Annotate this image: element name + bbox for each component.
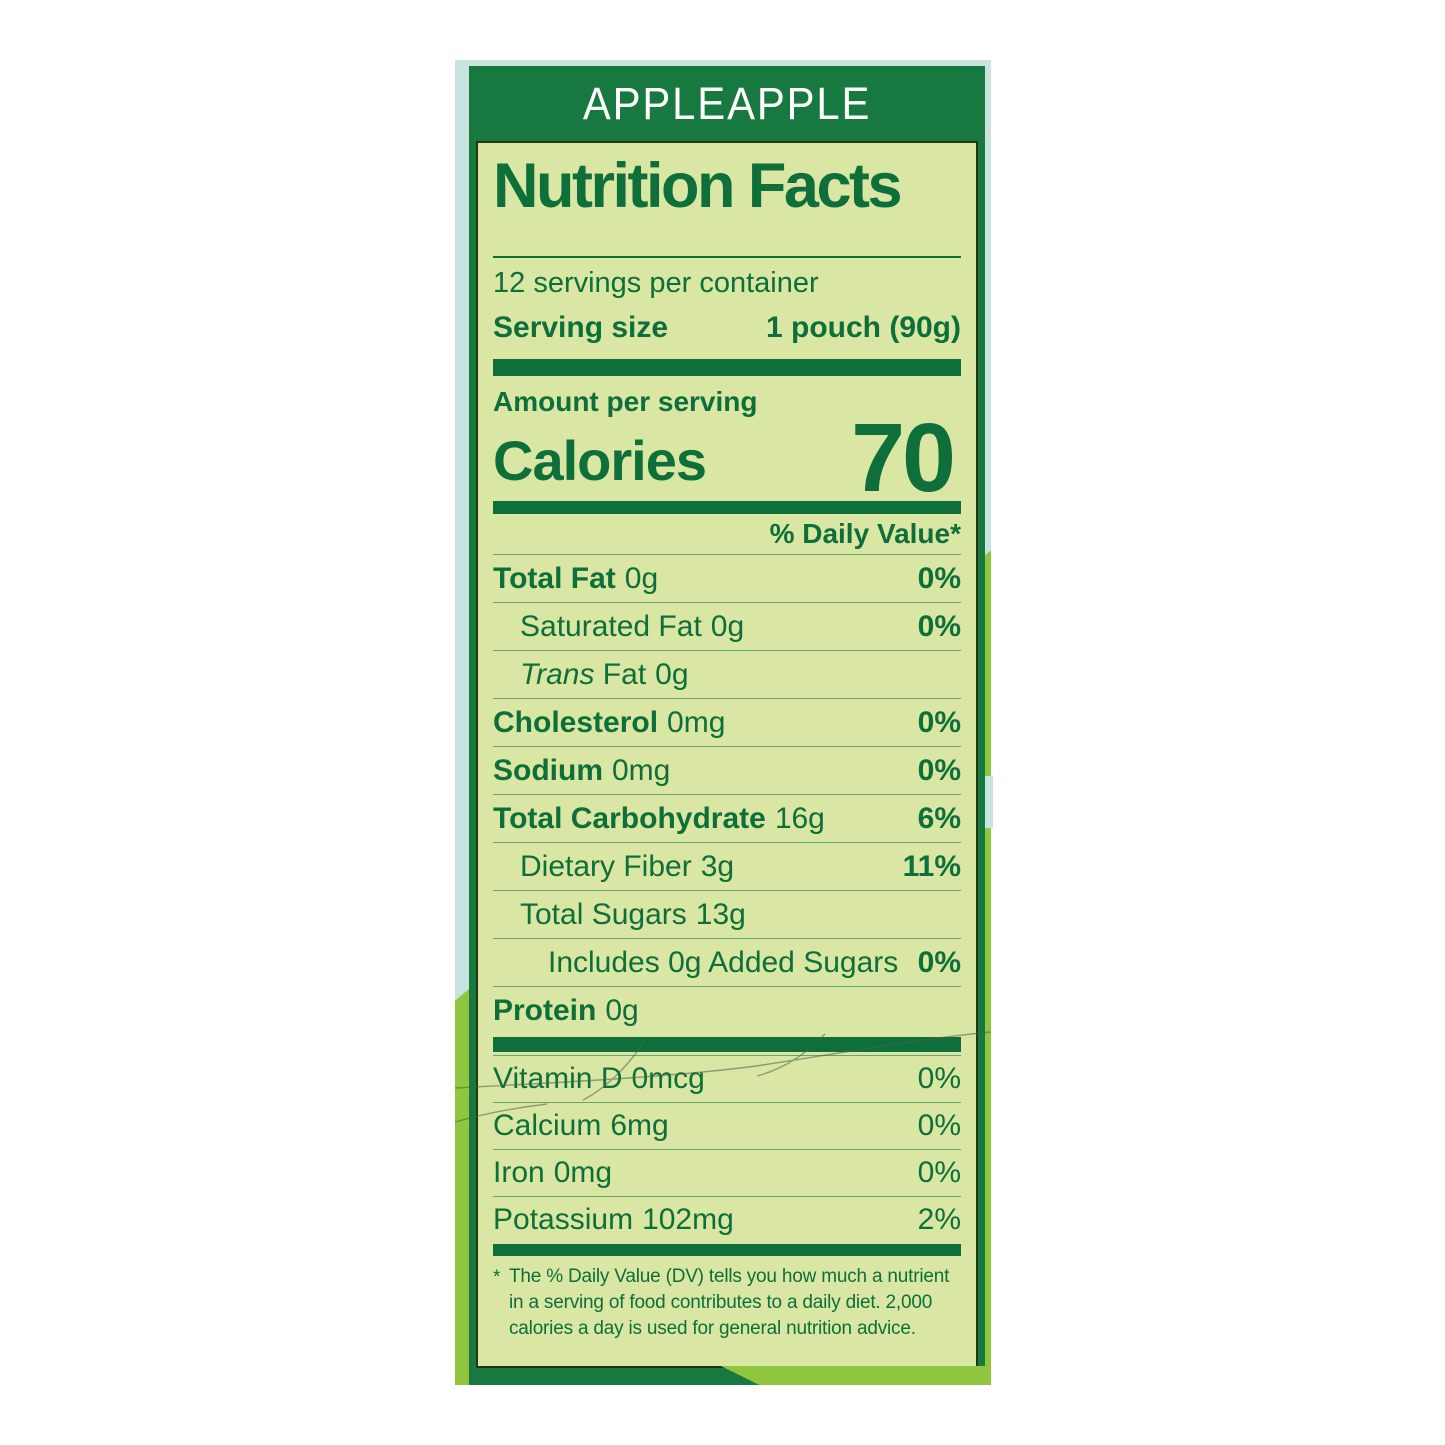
nutrient-name: Total Fat 0g [493, 561, 659, 595]
nutrient-daily-value: 0% [917, 945, 961, 979]
package-background: APPLEAPPLE Nutrition Facts 12 servings p… [455, 60, 993, 1385]
nutrient-daily-value: 0% [917, 753, 961, 787]
daily-value-footnote: * The % Daily Value (DV) tells you how m… [493, 1264, 961, 1342]
flavor-title: APPLEAPPLE [582, 77, 872, 129]
nutrient-row: Saturated Fat 0g 0% [493, 602, 961, 650]
micronutrient-row: Calcium 6mg 0% [493, 1102, 961, 1149]
nutrient-row: Cholesterol 0mg 0% [493, 698, 961, 746]
separator-bar-micronutrients [493, 1037, 961, 1052]
separator-bar-calories [493, 501, 961, 514]
serving-size-row: Serving size 1 pouch (90g) [493, 305, 961, 351]
separator-bar-footnote [493, 1244, 961, 1256]
nutrition-facts-panel: Nutrition Facts 12 servings per containe… [476, 141, 978, 1368]
nutrient-row: Total Carbohydrate 16g 6% [493, 794, 961, 842]
micronutrient-name: Iron 0mg [493, 1156, 613, 1189]
nutrient-daily-value: 6% [917, 801, 961, 835]
nutrient-name: Total Carbohydrate 16g [493, 801, 825, 835]
serving-size-label: Serving size [493, 311, 669, 344]
calories-value: 70 [851, 403, 956, 513]
title-divider [493, 256, 961, 258]
nutrient-name: Saturated Fat 0g [520, 609, 745, 643]
nutrient-name: Cholesterol 0mg [493, 705, 726, 739]
nutrient-row: Total Fat 0g 0% [493, 554, 961, 602]
nutrient-daily-value: 11% [902, 849, 961, 883]
nutrient-row: Includes 0g Added Sugars 0% [493, 938, 961, 986]
nutrient-name: Total Sugars 13g [520, 897, 746, 931]
micronutrient-daily-value: 0% [917, 1062, 961, 1095]
nutrient-row: Total Sugars 13g [493, 890, 961, 938]
nutrient-rows: Total Fat 0g 0% Saturated Fat 0g 0% Trans … [493, 554, 961, 1034]
micronutrient-daily-value: 0% [917, 1156, 961, 1189]
nutrient-row: Sodium 0mg 0% [493, 746, 961, 794]
micronutrient-row: Vitamin D 0mcg 0% [493, 1055, 961, 1102]
micronutrient-name: Calcium 6mg [493, 1109, 669, 1142]
calories-row: Calories 70 [493, 403, 961, 513]
separator-bar-thick [493, 359, 961, 376]
footnote-text: The % Daily Value (DV) tells you how muc… [509, 1266, 950, 1339]
calories-label: Calories [493, 429, 707, 492]
amount-per-serving-label: Amount per serving [493, 386, 758, 417]
nutrient-daily-value: 0% [917, 609, 961, 643]
nutrition-facts-title: Nutrition Facts [493, 151, 903, 221]
nutrient-name: Trans Fat 0g [520, 657, 689, 691]
nutrient-name: Includes 0g Added Sugars [548, 945, 899, 979]
nutrient-name: Dietary Fiber 3g [520, 849, 735, 883]
nutrient-name: Protein 0g [493, 993, 639, 1027]
micronutrient-name: Vitamin D 0mcg [493, 1062, 705, 1095]
label-bottom-diagonal-cut [721, 1366, 985, 1385]
nutrition-label: APPLEAPPLE Nutrition Facts 12 servings p… [469, 66, 985, 1385]
nutrient-daily-value: 0% [917, 561, 961, 595]
flavor-banner: APPLEAPPLE [469, 66, 985, 141]
micronutrient-name: Potassium 102mg [493, 1203, 734, 1236]
nutrient-daily-value: 0% [917, 705, 961, 739]
micronutrient-row: Iron 0mg 0% [493, 1149, 961, 1196]
micronutrient-daily-value: 0% [917, 1109, 961, 1142]
servings-per-container: 12 servings per container [493, 267, 819, 299]
nutrient-row: Protein 0g [493, 986, 961, 1034]
footnote-asterisk: * [493, 1267, 501, 1288]
daily-value-header: % Daily Value* [769, 518, 961, 549]
nutrient-name: Sodium 0mg [493, 753, 671, 787]
micronutrient-rows: Vitamin D 0mcg 0% Calcium 6mg 0% Iron 0mg 0… [493, 1055, 961, 1243]
serving-size-value: 1 pouch (90g) [765, 311, 961, 344]
micronutrient-row: Potassium 102mg 2% [493, 1196, 961, 1243]
nutrient-row: Trans Fat 0g [493, 650, 961, 698]
nutrient-row: Dietary Fiber 3g 11% [493, 842, 961, 890]
micronutrient-daily-value: 2% [917, 1203, 961, 1236]
